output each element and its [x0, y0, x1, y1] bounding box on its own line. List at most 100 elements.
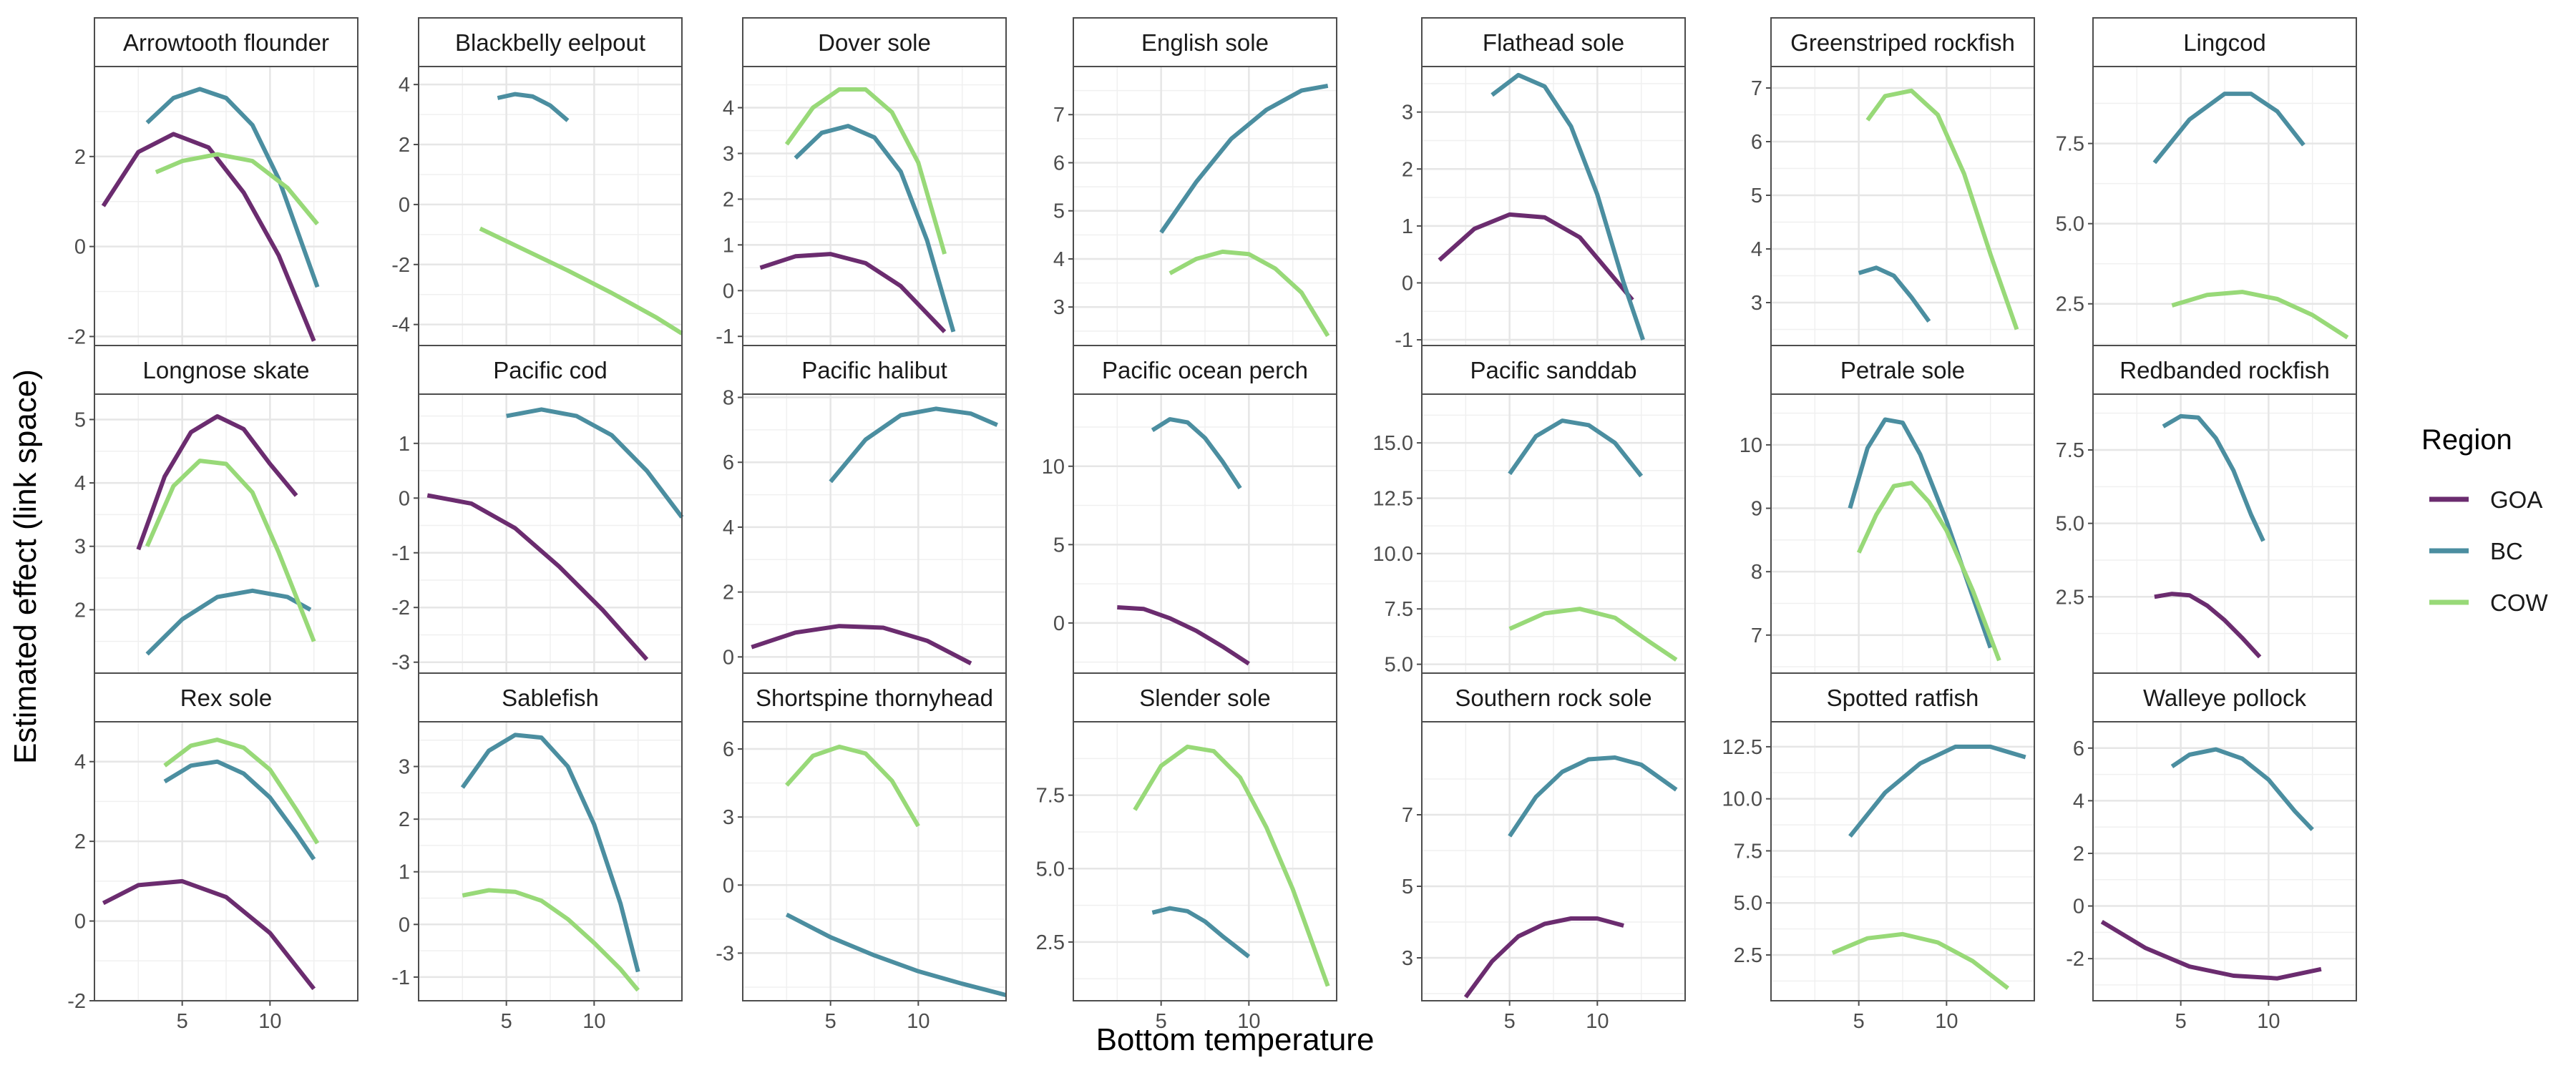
x-tick-label: 5 [1504, 1010, 1516, 1033]
y-tick-label: -2 [2066, 948, 2084, 971]
y-tick-label: 3 [1751, 292, 1762, 315]
y-tick-label: 0 [74, 911, 86, 934]
y-tick-label: 5 [1751, 185, 1762, 207]
y-tick-label: 0 [723, 646, 734, 669]
legend-label: BC [2490, 538, 2523, 564]
y-tick-label: 4 [399, 74, 410, 97]
series-line-cow [785, 744, 920, 828]
y-tick-label: 0 [399, 913, 410, 936]
y-tick-label: 7.5 [2056, 439, 2084, 462]
y-tick-label: -4 [391, 314, 410, 337]
series-line-bc [794, 124, 956, 333]
panel-sablefish: Sablefish -1 0 1 2 3 5 10 [391, 672, 683, 1033]
strip-label: Shortspine thornyhead [756, 685, 993, 711]
panel-pacific-ocean-perch: Pacific ocean perch 0 5 10 [1042, 345, 1337, 674]
y-tick-label: -2 [391, 254, 410, 277]
y-tick-label: 5.0 [1734, 892, 1762, 915]
y-tick-label: 12.5 [1373, 487, 1413, 510]
panel-pacific-cod: Pacific cod -3 -2 -1 0 1 [391, 345, 684, 675]
legend-label: GOA [2490, 486, 2542, 513]
series-line-cow [479, 226, 683, 335]
panel-slender-sole: Slender sole 2.5 5.0 7.5 5 10 [1036, 672, 1337, 1033]
strip-label: Redbanded rockfish [2119, 357, 2330, 383]
y-tick-label: 2.5 [2056, 586, 2084, 609]
y-tick-label: 2 [74, 831, 86, 853]
series-line-bc [145, 588, 312, 656]
y-tick-label: 10.0 [1373, 543, 1413, 566]
panel-blackbelly-eelpout: Blackbelly eelpout -4 -2 0 2 4 [391, 17, 683, 346]
x-tick-label: 5 [1156, 1010, 1167, 1033]
x-tick-label: 10 [582, 1010, 605, 1033]
series-line-bc [1151, 906, 1251, 959]
panel-greenstriped-rockfish: Greenstriped rockfish 3 4 5 6 7 [1751, 17, 2035, 346]
x-tick-label: 10 [907, 1010, 930, 1033]
y-axis-title: Estimated effect (link space) [8, 369, 43, 764]
series-line-cow [784, 87, 947, 255]
strip [1421, 672, 1686, 722]
series-line-cow [1169, 249, 1330, 338]
series-line-bc [1848, 417, 1993, 649]
y-tick-label: 3 [723, 142, 734, 165]
y-tick-label: 4 [2073, 790, 2084, 813]
y-tick-label: 7 [1402, 804, 1413, 827]
y-tick-label: 8 [723, 387, 734, 410]
y-tick-label: 6 [2073, 738, 2084, 760]
series-line-bc [1491, 72, 1645, 340]
panel-shortspine-thornyhead: Shortspine thornyhead -3 0 3 6 5 10 [716, 672, 1007, 1033]
x-tick-label: 5 [177, 1010, 188, 1033]
strip-label: Pacific halibut [801, 357, 947, 383]
series-line-cow [1856, 481, 2001, 662]
y-tick-label: 15.0 [1373, 432, 1413, 455]
y-tick-label: 1 [1402, 215, 1413, 238]
strip [742, 672, 1007, 722]
y-tick-label: -1 [1395, 329, 1413, 352]
panel-rex-sole: Rex sole -2 0 2 4 5 10 [67, 672, 358, 1033]
y-tick-label: 0 [74, 236, 86, 259]
strip [94, 17, 358, 67]
y-tick-label: 7.5 [1385, 598, 1413, 621]
panel-petrale-sole: Petrale sole 7 8 9 10 [1740, 345, 2035, 674]
y-tick-label: 0 [399, 194, 410, 217]
panel-dover-sole: Dover sole -1 0 1 2 3 4 [716, 17, 1007, 348]
y-tick-label: 3 [723, 806, 734, 829]
strip [2092, 345, 2357, 395]
strip [742, 17, 1007, 67]
series-line-bc [460, 733, 640, 973]
panel-arrowtooth-flounder: Arrowtooth flounder -2 0 2 [67, 17, 358, 348]
series-line-cow [155, 152, 319, 226]
y-tick-label: 1 [723, 234, 734, 257]
series-line-cow [1508, 607, 1678, 662]
y-tick-label: 4 [1053, 248, 1065, 271]
y-tick-label: 4 [1751, 238, 1762, 261]
strip-label: Flathead sole [1483, 29, 1624, 56]
strip [1421, 17, 1686, 67]
y-tick-label: 6 [1053, 152, 1065, 175]
y-tick-label: -2 [67, 990, 86, 1013]
series-line-bc [2152, 92, 2306, 165]
series-line-cow [1133, 744, 1330, 987]
strip-label: Greenstriped rockfish [1790, 29, 2015, 56]
strip-label: Pacific ocean perch [1102, 357, 1308, 383]
panel-border [1073, 721, 1337, 1001]
series-line-goa [1117, 605, 1250, 666]
y-tick-label: 5.0 [2056, 213, 2084, 236]
series-line-goa [751, 624, 972, 666]
panel-english-sole: English sole 3 4 5 6 7 [1053, 17, 1337, 346]
legend: Region GOA BC COW [2421, 424, 2549, 616]
panel-southern-rock-sole: Southern rock sole 3 5 7 5 10 [1402, 672, 1686, 1033]
x-tick-label: 5 [2175, 1010, 2187, 1033]
y-tick-label: 2.5 [1734, 944, 1762, 967]
y-tick-label: 5.0 [2056, 513, 2084, 536]
x-tick-label: 10 [2257, 1010, 2280, 1033]
y-tick-label: 5.0 [1385, 654, 1413, 677]
x-tick-label: 10 [1586, 1010, 1609, 1033]
strip [418, 672, 683, 722]
panel-border [742, 721, 1007, 1001]
panel-lingcod: Lingcod 2.5 5.0 7.5 [2056, 17, 2357, 346]
y-tick-label: 0 [1053, 612, 1065, 635]
series-line-bc [1508, 418, 1644, 478]
panel-longnose-skate: Longnose skate 2 3 4 5 [74, 345, 358, 674]
y-tick-label: -3 [391, 652, 410, 675]
y-tick-label: 6 [723, 738, 734, 761]
